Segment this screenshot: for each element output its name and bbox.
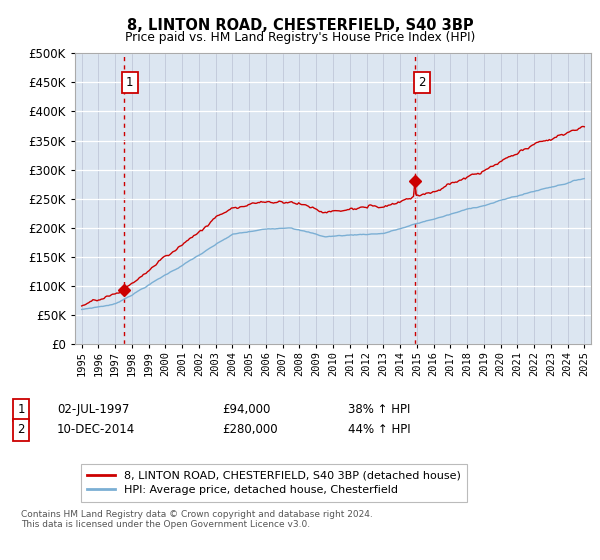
Text: 8, LINTON ROAD, CHESTERFIELD, S40 3BP: 8, LINTON ROAD, CHESTERFIELD, S40 3BP [127,18,473,34]
Text: £94,000: £94,000 [222,403,271,417]
Text: 02-JUL-1997: 02-JUL-1997 [57,403,130,417]
Text: 2: 2 [17,423,25,436]
Text: Price paid vs. HM Land Registry's House Price Index (HPI): Price paid vs. HM Land Registry's House … [125,31,475,44]
Text: 1: 1 [126,76,134,89]
Text: 44% ↑ HPI: 44% ↑ HPI [348,423,410,436]
Text: 1: 1 [17,403,25,417]
Text: £280,000: £280,000 [222,423,278,436]
Text: 10-DEC-2014: 10-DEC-2014 [57,423,135,436]
Legend: 8, LINTON ROAD, CHESTERFIELD, S40 3BP (detached house), HPI: Average price, deta: 8, LINTON ROAD, CHESTERFIELD, S40 3BP (d… [80,464,467,502]
Text: 2: 2 [418,76,425,89]
Text: Contains HM Land Registry data © Crown copyright and database right 2024.
This d: Contains HM Land Registry data © Crown c… [21,510,373,529]
Text: 38% ↑ HPI: 38% ↑ HPI [348,403,410,417]
